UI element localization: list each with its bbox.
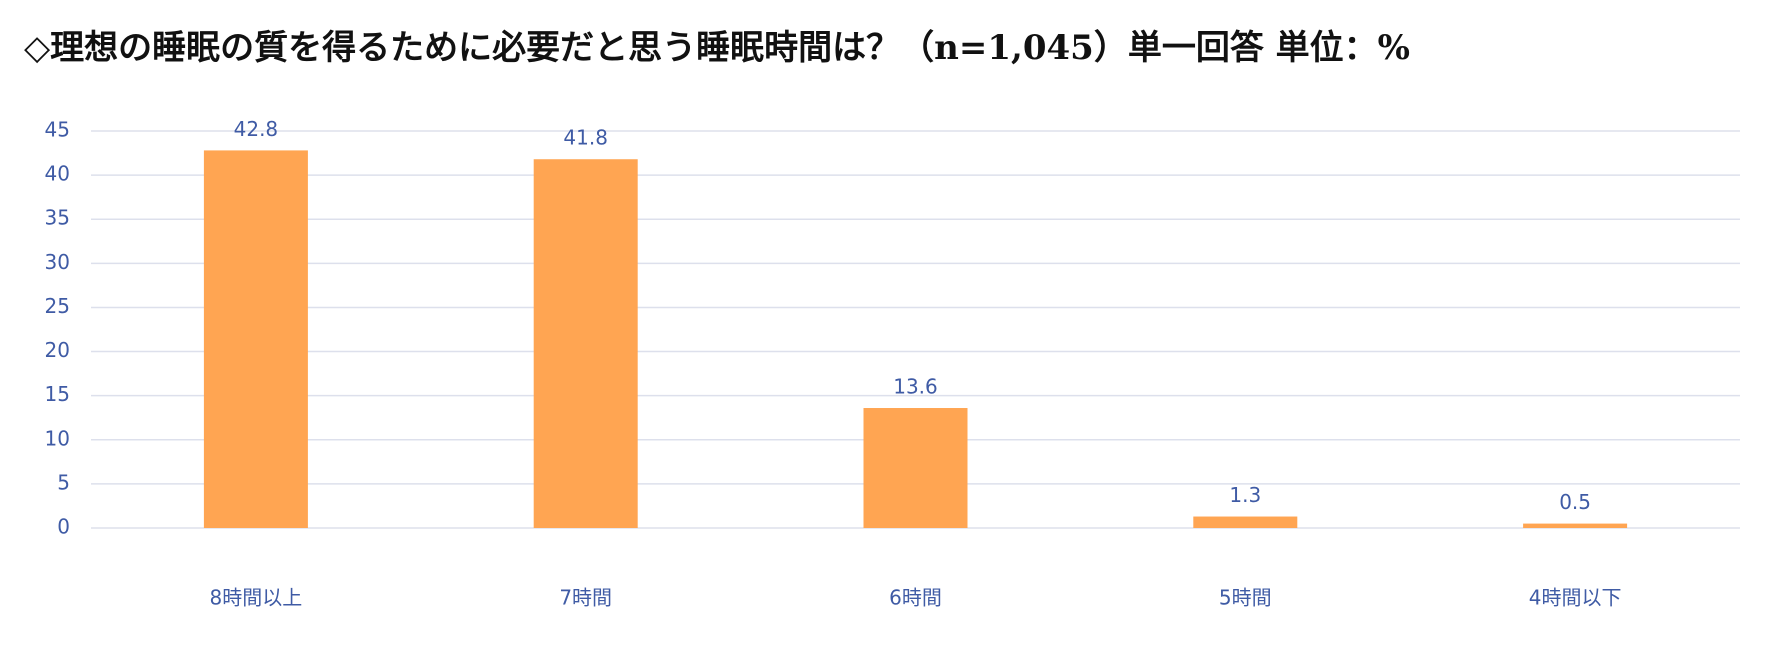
x-tick-label: 7時間	[559, 586, 612, 610]
data-label: 1.3	[1229, 483, 1261, 507]
y-tick-label: 0	[57, 515, 70, 539]
y-tick-label: 15	[45, 382, 70, 406]
bar	[203, 150, 308, 529]
y-tick-label: 5	[57, 470, 70, 494]
bar	[863, 408, 968, 528]
y-tick-label: 45	[45, 118, 70, 142]
bar	[1523, 523, 1628, 528]
x-tick-label: 6時間	[889, 586, 942, 610]
y-tick-label: 25	[45, 294, 70, 318]
chart-title: ◇理想の睡眠の質を得るために必要だと思う睡眠時間は？（n=1,045）単一回答 …	[24, 28, 1410, 68]
x-tick-label: 5時間	[1219, 586, 1272, 610]
y-tick-label: 30	[45, 250, 70, 274]
bar	[533, 159, 638, 528]
y-tick-label: 10	[45, 426, 70, 450]
data-label: 41.8	[563, 126, 608, 150]
x-tick-label: 8時間以上	[210, 586, 303, 610]
y-tick-label: 40	[45, 162, 70, 186]
data-label: 0.5	[1559, 490, 1591, 514]
x-tick-label: 4時間以下	[1529, 586, 1622, 610]
data-label: 42.8	[234, 117, 279, 141]
bar	[1193, 516, 1298, 528]
y-tick-label: 20	[45, 338, 70, 362]
y-tick-label: 35	[45, 206, 70, 230]
data-label: 13.6	[893, 375, 938, 399]
